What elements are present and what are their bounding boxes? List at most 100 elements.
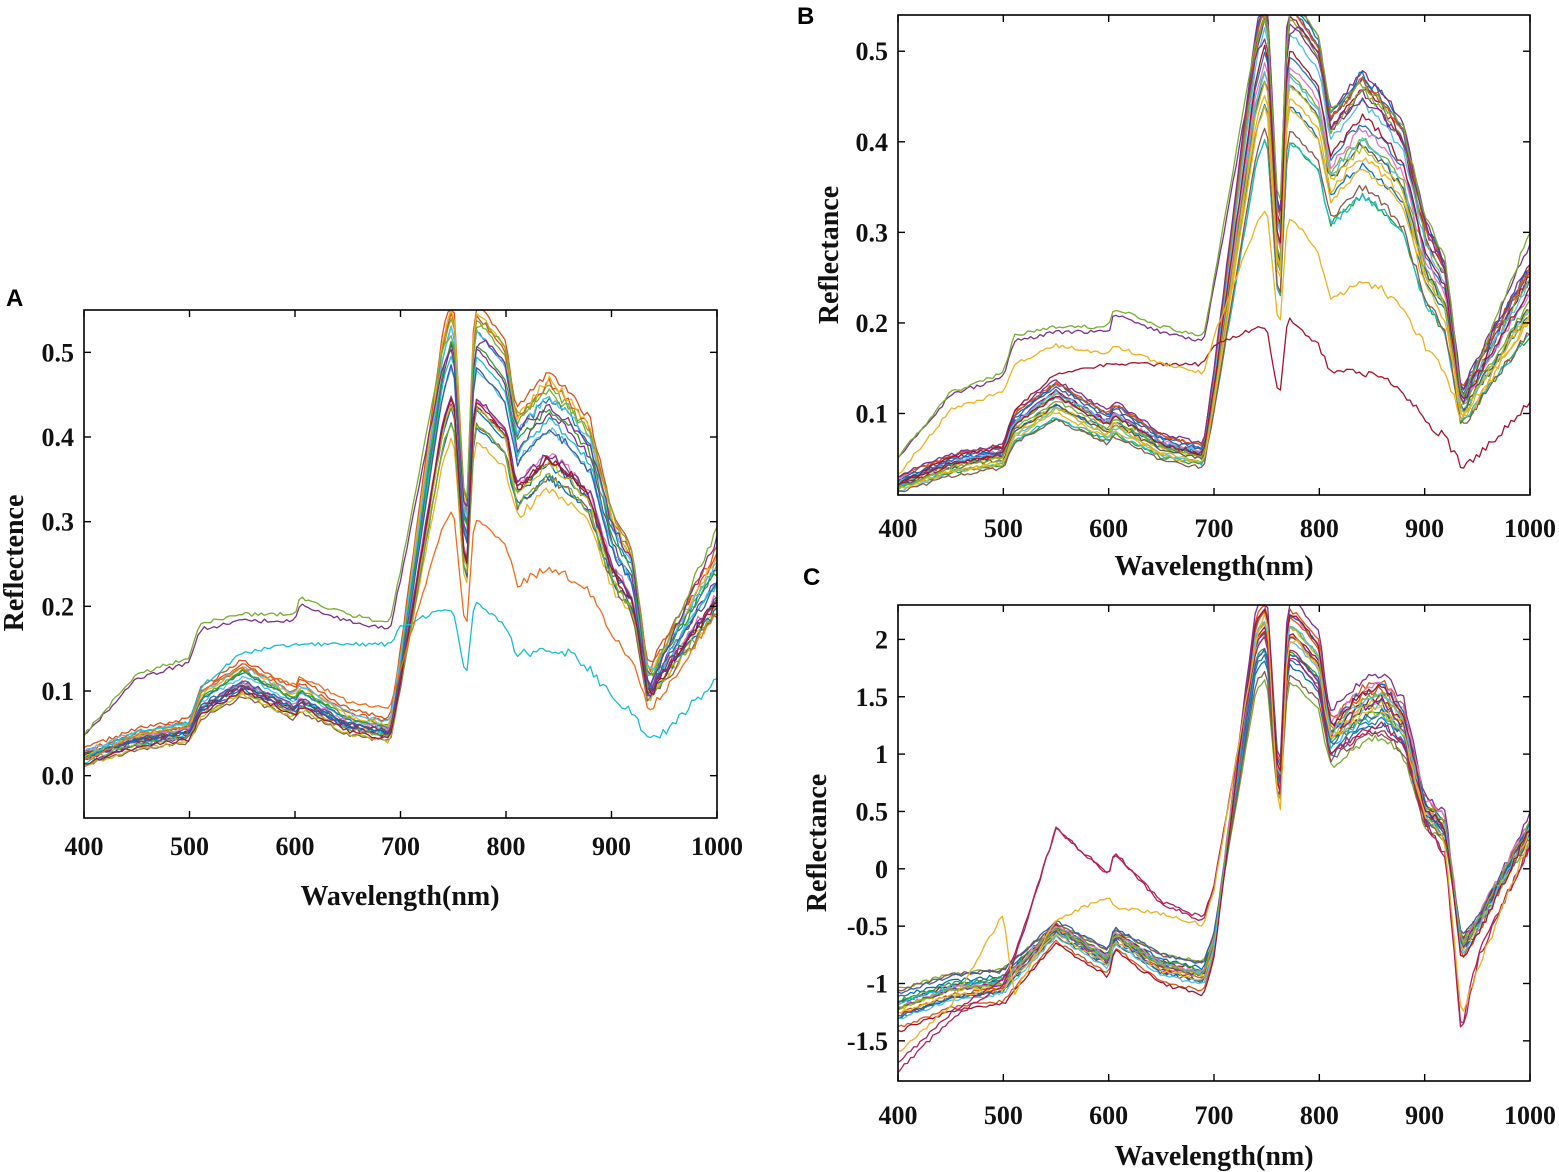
panel-b-frame	[897, 14, 1531, 496]
panel-a-spectrum-line	[83, 321, 718, 737]
panel-b-x-axis-title: Wavelength(nm)	[1114, 551, 1313, 582]
panel-c-y-tick-label: -0.5	[847, 912, 888, 941]
panel-c-x-tick-label: 600	[1089, 1101, 1128, 1130]
panel-a-y-tick-label: 0.4	[42, 423, 75, 452]
panel-a-ticks	[83, 310, 718, 818]
panel-a-x-tick-label: 600	[276, 832, 315, 861]
panel-a-x-tick-label: 1000	[691, 832, 743, 861]
panel-b-x-tick-label: 700	[1195, 514, 1234, 543]
panel-a-spectrum-line	[83, 367, 718, 754]
panel-c-x-tick-labels: 400 500 600 700 800 900 1000	[879, 1101, 1557, 1130]
panel-c-ticks	[897, 605, 1531, 1081]
panel-a-spectrum-line	[83, 396, 718, 761]
panel-b-y-tick-label: 0.1	[856, 399, 889, 428]
panel-a-spectrum-line	[83, 405, 718, 766]
panel-a-spectrum-line	[83, 422, 718, 768]
panel-a-x-tick-label: 700	[381, 832, 420, 861]
panel-b-spectrum-line	[897, 27, 1531, 485]
panel-b-x-tick-label: 800	[1300, 514, 1339, 543]
panel-c-x-tick-label: 900	[1405, 1101, 1444, 1130]
panel-a-y-tick-labels: 0.0 0.1 0.2 0.3 0.4 0.5	[42, 338, 75, 790]
panel-b-spectrum-line	[897, 210, 1531, 475]
panel-c-x-tick-label: 500	[984, 1101, 1023, 1130]
panel-b-spectrum-line	[897, 127, 1531, 493]
panel-b-x-tick-label: 500	[984, 514, 1023, 543]
panel-c-y-tick-label: 0	[875, 855, 888, 884]
panel-a-spectrum-line	[83, 340, 718, 756]
panel-c-y-tick-labels: -1.5 -1 -0.5 0 0.5 1 1.5 2	[847, 625, 888, 1055]
panel-b-y-tick-labels: 0.1 0.2 0.3 0.4 0.5	[856, 37, 889, 428]
panel-a-x-tick-label: 900	[592, 832, 631, 861]
panel-c-lines	[897, 604, 1531, 1074]
panel-c-x-tick-label: 1000	[1504, 1101, 1556, 1130]
panel-b-x-tick-label: 600	[1089, 514, 1128, 543]
panel-c-spectrum-line	[897, 621, 1531, 1020]
panel-b-spectrum-line	[897, 317, 1531, 486]
panel-b-spectrum-line	[897, 51, 1531, 483]
panel-b-spectrum-line	[897, 62, 1531, 481]
panel-c-y-axis-title: Reflectance	[802, 774, 833, 912]
panel-a-y-axis-title: Reflectence	[0, 495, 30, 632]
panel-b-spectrum-line	[897, 139, 1531, 488]
panel-b-x-tick-label: 400	[879, 514, 918, 543]
panel-c-frame	[897, 604, 1531, 1082]
panel-a-x-axis-title: Wavelength(nm)	[300, 881, 499, 912]
panel-a-y-tick-label: 0.2	[42, 592, 75, 621]
panel-c-x-tick-label: 800	[1300, 1101, 1339, 1130]
panel-c-y-tick-label: 1.5	[856, 683, 889, 712]
panel-b-spectrum-line	[897, 26, 1531, 459]
panel-a-spectrum-line	[83, 318, 718, 759]
panel-a-y-tick-label: 0.1	[42, 677, 75, 706]
panel-b-spectrum-line	[897, 81, 1531, 491]
panel-b-ticks	[897, 15, 1531, 495]
panel-a-y-tick-label: 0.3	[42, 508, 75, 537]
panel-a-spectrum-line	[83, 601, 718, 759]
panel-b-spectrum-line	[897, 95, 1531, 484]
panel-c-spectrum-line	[897, 608, 1531, 1033]
panel-label-c: C	[803, 564, 820, 591]
panel-b: B 400 500 600 700 800 900 1000 0.1 0.2 0.3 0.4 0.5…	[797, 3, 1556, 582]
panel-a-y-tick-label: 0.0	[42, 762, 75, 791]
panel-b-x-tick-labels: 400 500 600 700 800 900 1000	[879, 514, 1557, 543]
panel-c-spectrum-line	[897, 636, 1531, 1064]
panel-b-y-tick-label: 0.2	[856, 309, 889, 338]
panel-label-a: A	[6, 285, 23, 312]
panel-b-y-tick-label: 0.5	[856, 37, 889, 66]
panel-c-spectrum-line	[897, 630, 1531, 1074]
panel-b-y-tick-label: 0.4	[856, 128, 889, 157]
panel-a-spectrum-line	[83, 511, 718, 760]
panel-a-spectrum-line	[83, 398, 718, 765]
panel-a-lines	[83, 309, 718, 768]
panel-b-y-tick-label: 0.3	[856, 218, 889, 247]
panel-a-x-tick-labels: 400 500 600 700 800 900 1000	[65, 832, 744, 861]
panel-a-spectrum-line	[83, 364, 718, 759]
panel-a-spectrum-line	[83, 339, 718, 736]
panel-c-spectrum-line	[897, 613, 1531, 1052]
panel-b-x-tick-label: 1000	[1504, 514, 1556, 543]
panel-b-lines	[897, 14, 1531, 493]
panel-c-y-tick-label: 1	[875, 740, 888, 769]
panel-a-x-tick-label: 800	[487, 832, 526, 861]
panel-c: C 400 500 600 700 800 900 1000 -1.5 -1 -0.5 0 0.5 1…	[802, 564, 1556, 1172]
panel-b-y-axis-title: Reflectance	[814, 186, 845, 324]
panel-a: A 400 500 600 700 800 900 1000 0.0 0.1 0.2 0.3 0.4…	[0, 285, 743, 912]
panel-a-spectrum-line	[83, 423, 718, 761]
panel-b-spectrum-line	[897, 138, 1531, 488]
panel-b-spectrum-line	[897, 14, 1531, 459]
panel-c-y-tick-label: -1	[866, 970, 888, 999]
panel-a-spectrum-line	[83, 355, 718, 764]
panel-b-spectrum-line	[897, 44, 1531, 486]
panel-b-x-tick-label: 900	[1405, 514, 1444, 543]
panel-c-y-tick-label: -1.5	[847, 1027, 888, 1056]
panel-label-b: B	[797, 3, 814, 30]
panel-a-x-tick-label: 500	[170, 832, 209, 861]
panel-a-x-tick-label: 400	[65, 832, 104, 861]
panel-a-y-tick-label: 0.5	[42, 338, 75, 367]
panel-c-x-tick-label: 400	[879, 1101, 918, 1130]
panel-c-x-axis-title: Wavelength(nm)	[1114, 1141, 1313, 1172]
panel-b-spectrum-line	[897, 105, 1531, 489]
panel-c-x-tick-label: 700	[1195, 1101, 1234, 1130]
panel-c-y-tick-label: 0.5	[856, 797, 889, 826]
panel-c-y-tick-label: 2	[875, 625, 888, 654]
